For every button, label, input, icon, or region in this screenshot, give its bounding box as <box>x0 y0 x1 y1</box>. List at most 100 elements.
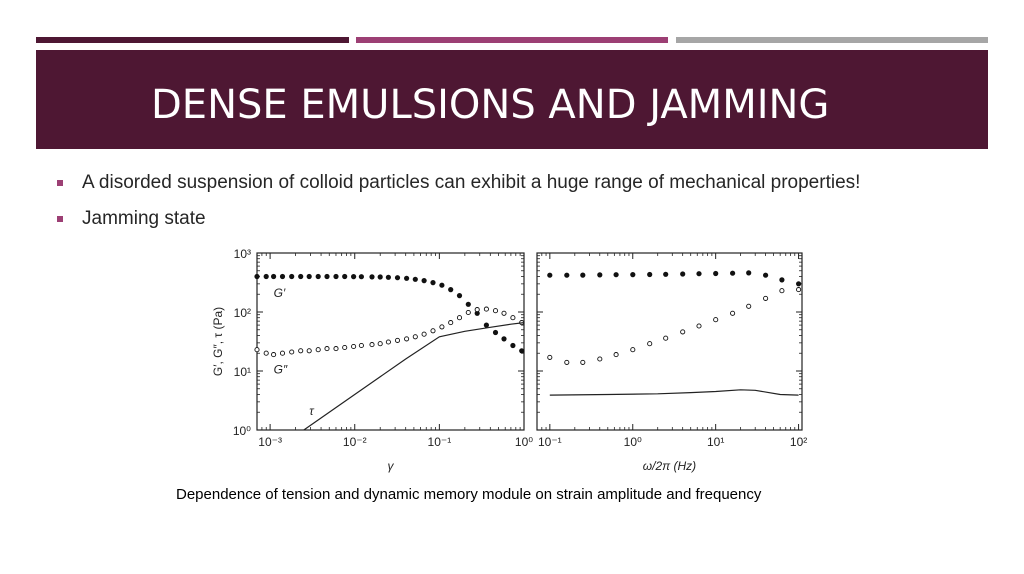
y-tick-label: 10³ <box>234 247 251 261</box>
g-prime-point <box>597 272 603 278</box>
g-prime-point <box>763 272 769 278</box>
x-tick-label: 10⁰ <box>515 435 533 449</box>
y-tick-label: 10⁰ <box>233 424 251 438</box>
accent-bar-magenta <box>356 37 668 43</box>
x-tick-label: 10⁰ <box>624 435 642 449</box>
g-double-prime-point <box>746 303 752 309</box>
g-prime-point <box>412 276 418 282</box>
g-prime-point <box>351 274 357 280</box>
slide-title: DENSE EMULSIONS AND JAMMING <box>151 82 830 128</box>
g-double-prime-point <box>385 339 391 345</box>
plot-frame-2 <box>536 252 803 431</box>
g-double-prime-point <box>324 346 330 352</box>
g-prime-point <box>501 336 507 342</box>
g-double-prime-point <box>358 342 364 349</box>
title-banner: DENSE EMULSIONS AND JAMMING <box>36 50 988 149</box>
g-prime-point <box>254 273 260 280</box>
plot-frame-1 <box>256 252 525 431</box>
g-prime-point <box>448 287 454 293</box>
g-double-prime-point <box>377 341 383 347</box>
y-tick-label: 10² <box>234 306 251 320</box>
g-double-prime-point <box>564 359 570 365</box>
g-double-prime-point <box>580 359 586 365</box>
g-double-prime-point <box>597 356 603 362</box>
g-prime-point <box>306 273 312 280</box>
g-prime-point <box>342 273 348 280</box>
g-prime-point <box>663 271 669 277</box>
g-prime-point <box>369 274 375 280</box>
g-prime-point <box>324 273 330 280</box>
g-double-prime-point <box>289 349 295 355</box>
figure-caption: Dependence of tension and dynamic memory… <box>176 486 762 503</box>
g-double-prime-point <box>279 350 286 356</box>
g-double-prime-point <box>430 328 436 334</box>
g-prime-point <box>394 275 401 281</box>
accent-bar-dark <box>36 37 349 43</box>
g-double-prime-point <box>315 347 321 353</box>
g-double-prime-point <box>263 350 269 356</box>
g-prime-point <box>519 348 525 354</box>
g-double-prime-point <box>713 317 719 323</box>
x-axis-label: γ <box>388 459 395 473</box>
g-prime-point <box>680 271 686 277</box>
g-double-prime-point <box>271 352 277 358</box>
g-double-prime-point <box>696 323 702 329</box>
g-prime-point <box>696 271 702 277</box>
bullet-text: A disorded suspension of colloid particl… <box>82 172 861 193</box>
g-double-prime-point <box>779 288 785 294</box>
g-double-prime-point <box>474 307 480 313</box>
rheology-figure: 10⁻³ 10⁻² 10⁻¹ 10⁰ 10⁰ 10¹ 10² 10³ γ G′, G″, τ (P… <box>211 247 807 473</box>
x-tick-label: 10⁻² <box>343 435 367 449</box>
x-tick-label: 10⁻¹ <box>538 435 562 449</box>
g-double-prime-point <box>796 287 802 293</box>
y-tick-label: 10¹ <box>234 365 251 379</box>
g-double-prime-point <box>254 347 260 353</box>
g-prime-point <box>580 272 586 278</box>
g-prime-point <box>263 273 269 280</box>
g-double-prime-point <box>680 329 686 335</box>
g-double-prime-point <box>456 315 463 321</box>
g-prime-point <box>647 271 653 278</box>
g-prime-point <box>298 273 304 280</box>
x-tick-label: 10⁻³ <box>258 435 282 449</box>
g-double-prime-point <box>465 309 471 316</box>
g-prime-point <box>439 282 445 288</box>
g-double-prime-point <box>763 295 769 301</box>
g-double-prime-point <box>510 315 516 321</box>
y-axis-label: G′, G″, τ (Pa) <box>211 307 225 376</box>
curve-annotation: G″ <box>274 363 288 377</box>
g-prime-point <box>430 280 436 286</box>
g-prime-point <box>510 342 516 349</box>
g-prime-point <box>377 274 383 280</box>
x-tick-label: 10² <box>790 435 807 449</box>
g-prime-point <box>796 281 802 287</box>
g-double-prime-point <box>501 310 507 316</box>
g-double-prime-point <box>351 343 357 350</box>
g-double-prime-point <box>613 352 619 358</box>
g-prime-point <box>404 275 410 281</box>
g-double-prime-point <box>647 341 653 347</box>
tau-curve <box>303 322 525 431</box>
g-double-prime-point <box>547 354 553 360</box>
g-prime-point <box>456 293 463 299</box>
g-prime-point <box>271 273 277 280</box>
g-prime-point <box>564 272 570 278</box>
g-prime-point <box>547 272 553 278</box>
g-prime-point <box>713 270 719 277</box>
g-prime-point <box>474 310 480 316</box>
square-bullet-icon <box>57 216 63 222</box>
g-prime-point <box>465 301 471 307</box>
x-tick-label: 10¹ <box>707 435 724 449</box>
square-bullet-icon <box>57 180 63 186</box>
g-double-prime-point <box>483 306 489 312</box>
curve-annotation: G′ <box>274 286 286 300</box>
tau-curve <box>549 389 799 396</box>
curve-annotation: τ <box>309 404 315 418</box>
g-prime-point <box>483 322 489 328</box>
g-prime-point <box>279 273 286 280</box>
g-prime-point <box>779 277 785 283</box>
g-double-prime-point <box>730 310 736 316</box>
g-prime-point <box>315 273 321 280</box>
g-prime-point <box>358 274 364 280</box>
g-prime-point <box>421 278 427 284</box>
